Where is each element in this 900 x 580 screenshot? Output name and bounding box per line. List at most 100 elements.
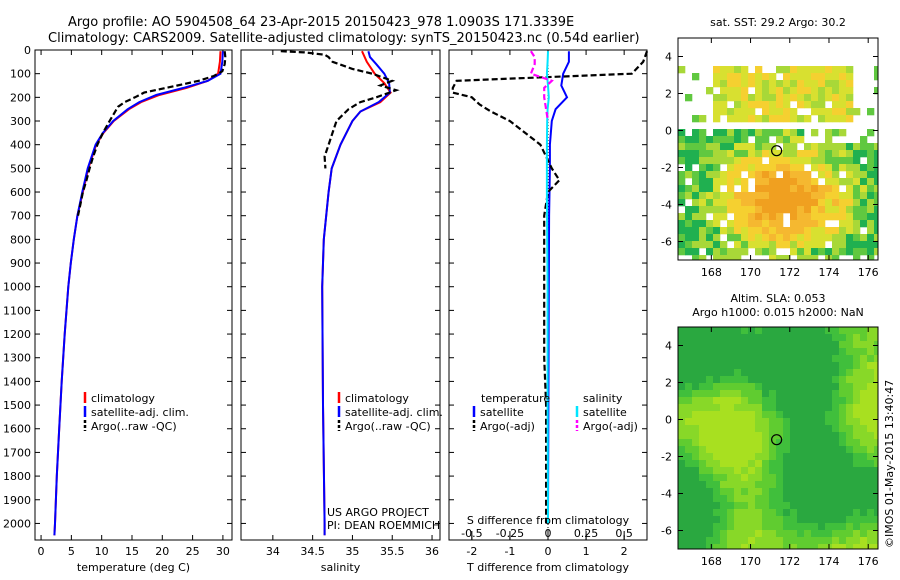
- map-cell: [776, 488, 784, 496]
- map-cell: [874, 348, 878, 356]
- map-cell: [741, 241, 749, 249]
- map-cell: [790, 418, 798, 426]
- map-cell: [867, 255, 875, 260]
- map-cell: [720, 80, 728, 88]
- map-cell: [678, 383, 686, 391]
- map-cell: [860, 530, 868, 538]
- map-cell: [692, 481, 700, 489]
- map-cell: [860, 453, 868, 461]
- map-cell: [846, 248, 854, 256]
- map-cell: [706, 474, 714, 482]
- map-cell: [713, 418, 721, 426]
- map-cell: [748, 157, 756, 165]
- map-cell: [727, 432, 735, 440]
- map-frame: [677, 326, 879, 550]
- map-cell: [853, 334, 861, 342]
- map-cell: [678, 129, 686, 137]
- map-cell: [853, 369, 861, 377]
- map-cell: [825, 348, 833, 356]
- map-cell: [839, 94, 847, 102]
- map-cell: [762, 341, 770, 349]
- map-cell: [790, 227, 798, 235]
- map-cell: [727, 220, 735, 228]
- map-cell: [783, 530, 791, 538]
- map-cell: [727, 376, 735, 384]
- map-cell: [755, 334, 763, 342]
- map-cell: [839, 150, 847, 158]
- map-cell: [692, 418, 700, 426]
- map-cell: [783, 241, 791, 249]
- map-cell: [839, 509, 847, 517]
- map-cell: [776, 178, 784, 186]
- x-tick-label: -1: [504, 545, 515, 558]
- map-cell: [874, 334, 878, 342]
- argo-float-marker: [771, 145, 783, 157]
- map-cell: [846, 192, 854, 200]
- map-cell: [804, 355, 812, 363]
- map-cell: [685, 136, 693, 144]
- map-cell: [860, 516, 868, 524]
- series-line-argorawqc: [76, 51, 227, 216]
- map-cell: [797, 474, 805, 482]
- map-cell: [769, 108, 777, 116]
- map-cell: [678, 523, 686, 531]
- map-cell: [790, 327, 798, 335]
- map-cell: [762, 327, 770, 335]
- map-cell: [839, 115, 847, 123]
- map-cell: [727, 537, 735, 545]
- map-cell: [797, 460, 805, 468]
- map-cell: [832, 327, 840, 335]
- map-cell: [860, 432, 868, 440]
- map-cell: [776, 94, 784, 102]
- map-cell: [720, 66, 728, 74]
- map-cell: [860, 248, 868, 256]
- map-cell: [825, 171, 833, 179]
- y-tick-label: -4: [661, 199, 672, 212]
- map-cell: [755, 425, 763, 433]
- map-cell: [720, 488, 728, 496]
- map-cell: [762, 115, 770, 123]
- map-cell: [790, 157, 798, 165]
- map-cell: [839, 213, 847, 221]
- map-cell: [755, 411, 763, 419]
- map-cell: [790, 460, 798, 468]
- map-cell: [678, 192, 686, 200]
- map-cell: [818, 234, 826, 242]
- map-cell: [839, 206, 847, 214]
- map-cell: [853, 474, 861, 482]
- map-cell: [769, 101, 777, 109]
- map-cell: [678, 248, 686, 256]
- map-cell: [762, 150, 770, 158]
- legend-label: Argo(..raw -QC): [91, 420, 177, 433]
- y-tick-label: 0: [665, 125, 672, 138]
- map-cell: [804, 537, 812, 545]
- map-cell: [811, 80, 819, 88]
- map-cell: [839, 80, 847, 88]
- map-cell: [748, 206, 756, 214]
- map-cell: [797, 87, 805, 95]
- map-cell: [720, 502, 728, 510]
- map-cell: [790, 199, 798, 207]
- map-cell: [678, 544, 686, 549]
- map-cell: [727, 481, 735, 489]
- map-cell: [867, 425, 875, 433]
- map-cell: [874, 390, 878, 398]
- y-tick-label: 800: [10, 233, 31, 246]
- map-cell: [776, 439, 784, 447]
- map-cell: [853, 404, 861, 412]
- map-cell: [853, 446, 861, 454]
- map-cell: [797, 248, 805, 256]
- map-cell: [699, 143, 707, 151]
- map-cell: [846, 432, 854, 440]
- map-cell: [692, 523, 700, 531]
- map-cell: [706, 460, 714, 468]
- map-cell: [727, 544, 735, 549]
- map-cell: [853, 509, 861, 517]
- map-cell: [755, 157, 763, 165]
- map-cell: [874, 248, 878, 256]
- x-tick-label: 174: [818, 266, 839, 279]
- map-cell: [727, 383, 735, 391]
- map-cell: [790, 206, 798, 214]
- map-cell: [755, 327, 763, 335]
- map-cell: [811, 94, 819, 102]
